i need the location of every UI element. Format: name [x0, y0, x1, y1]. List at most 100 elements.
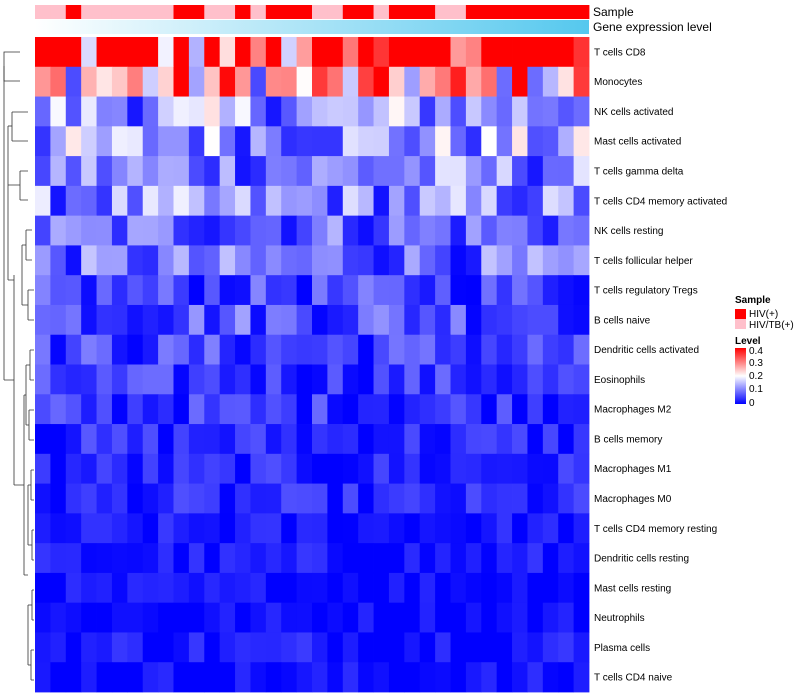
heatmap-cell	[558, 513, 575, 544]
heatmap-cell	[342, 483, 359, 514]
heatmap-cell	[404, 483, 421, 514]
heatmap-cell	[373, 483, 390, 514]
heatmap-cell	[404, 394, 421, 425]
heatmap-cell	[35, 156, 51, 187]
row-label: Mast cells resting	[594, 583, 671, 594]
heatmap-cell	[235, 96, 251, 127]
heatmap-cell	[404, 66, 421, 97]
heatmap-cell	[358, 96, 374, 127]
legend-label-hiv-tb: HIV/TB(+)	[749, 320, 794, 331]
heatmap-cell	[35, 304, 51, 336]
heatmap-cell	[558, 66, 575, 97]
heatmap-cell	[142, 334, 159, 365]
heatmap-cell	[96, 96, 113, 127]
heatmap-cell	[219, 364, 236, 395]
heatmap-cell	[81, 275, 97, 306]
heatmap-cell	[435, 245, 451, 276]
heatmap-cell	[158, 334, 174, 365]
heatmap-cell	[327, 185, 344, 217]
heatmap-cell	[127, 364, 144, 395]
heatmap-cell	[219, 37, 236, 68]
heatmap-cell	[312, 662, 328, 693]
heatmap-cell	[35, 662, 51, 693]
heatmap-cell	[327, 275, 344, 306]
heatmap-cell	[373, 156, 390, 187]
heatmap-cell	[296, 275, 313, 306]
heatmap-cell	[465, 662, 482, 693]
heatmap-cell	[204, 364, 221, 395]
heatmap-cell	[158, 275, 174, 306]
heatmap-cell	[235, 185, 251, 217]
row-labels: T cells CD8 Monocytes NK cells activated Ma…	[594, 47, 727, 683]
heatmap-cell	[312, 543, 328, 574]
heatmap-cell	[419, 275, 436, 306]
heatmap-cell	[342, 453, 359, 484]
heatmap-cell	[188, 96, 205, 127]
legend-level-title: Level	[735, 336, 761, 347]
heatmap-cell	[235, 364, 251, 395]
heatmap-cell	[35, 453, 51, 484]
heatmap-cell	[450, 334, 467, 365]
heatmap-cell	[373, 424, 390, 455]
legend-tick-0.2: 0.2	[749, 371, 763, 382]
heatmap-cell	[404, 572, 421, 604]
heatmap-cell	[481, 334, 498, 365]
heatmap-cell	[496, 662, 513, 693]
heatmap-cell	[35, 394, 51, 425]
heatmap-cell	[450, 632, 467, 663]
heatmap-cell	[142, 156, 159, 187]
heatmap-cell	[35, 245, 51, 276]
heatmap-cell	[512, 245, 528, 276]
heatmap-cell	[527, 37, 544, 68]
heatmap-cell	[281, 185, 298, 217]
heatmap-cell	[542, 126, 559, 157]
heatmap-cell	[404, 156, 421, 187]
heatmap-cell	[419, 513, 436, 544]
legend-tick-0.3: 0.3	[749, 358, 763, 369]
heatmap-cell	[496, 156, 513, 187]
heatmap-cell	[388, 334, 405, 365]
heatmap-cell	[96, 543, 113, 574]
heatmap-cell	[265, 304, 282, 336]
heatmap-cell	[281, 96, 298, 127]
heatmap-cell	[111, 483, 128, 514]
heatmap-cell	[265, 424, 282, 455]
heatmap-cell	[281, 483, 298, 514]
heatmap-cell	[388, 215, 405, 246]
heatmap-cell	[65, 483, 82, 514]
heatmap-cell	[465, 156, 482, 187]
heatmap-cell	[573, 185, 590, 217]
heatmap-cell	[327, 156, 344, 187]
heatmap-cell	[450, 37, 467, 68]
heatmap-cell	[558, 453, 575, 484]
heatmap-cell	[296, 334, 313, 365]
heatmap-cell	[281, 334, 298, 365]
heatmap-cell	[173, 245, 190, 276]
heatmap-cell	[158, 602, 174, 633]
heatmap-cell	[111, 453, 128, 484]
heatmap-cell	[250, 572, 267, 604]
heatmap-cell	[296, 453, 313, 484]
heatmap-cell	[35, 364, 51, 395]
sample-annotation-cell	[281, 5, 298, 19]
heatmap-cell	[50, 483, 67, 514]
heatmap-cell	[188, 453, 205, 484]
heatmap-cell	[465, 275, 482, 306]
heatmap-cell	[158, 394, 174, 425]
heatmap-cell	[96, 245, 113, 276]
heatmap-cell	[450, 304, 467, 336]
heatmap-cell	[65, 602, 82, 633]
heatmap-cell	[373, 632, 390, 663]
heatmap-cell	[481, 572, 498, 604]
heatmap-cell	[388, 245, 405, 276]
heatmap-cell	[81, 245, 97, 276]
heatmap-cell	[111, 394, 128, 425]
heatmap-cell	[142, 304, 159, 336]
heatmap-cell	[327, 632, 344, 663]
sample-annotation-cell	[342, 5, 359, 19]
heatmap-cell	[188, 126, 205, 157]
heatmap-cell	[281, 156, 298, 187]
heatmap-cell	[50, 453, 67, 484]
heatmap-cell	[281, 453, 298, 484]
heatmap-cell	[450, 394, 467, 425]
